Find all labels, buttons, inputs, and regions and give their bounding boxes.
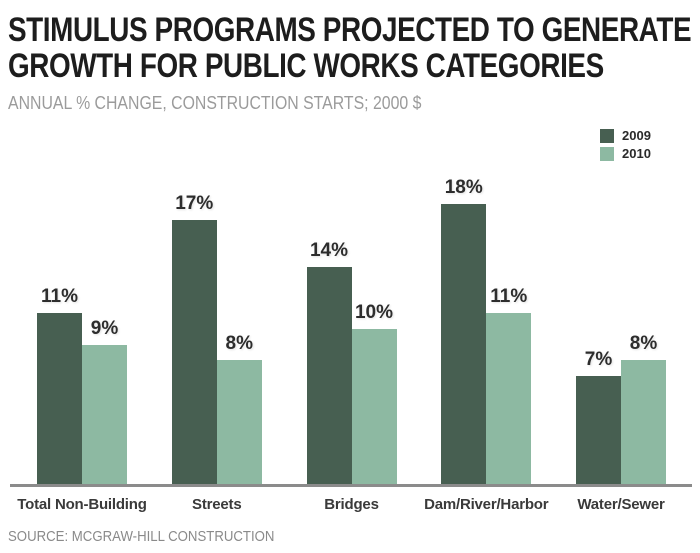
bar-2010-water-sewer bbox=[621, 360, 666, 485]
bar-2009-dam-river-harbor bbox=[441, 204, 487, 485]
legend-swatch-2009 bbox=[600, 129, 614, 143]
title-line-2: GROWTH FOR PUBLIC WORKS CATEGORIES bbox=[8, 47, 604, 85]
value-label-2009-streets: 17% bbox=[175, 193, 214, 214]
legend-item-2009: 2009 bbox=[600, 129, 651, 143]
x-axis-baseline bbox=[10, 484, 692, 487]
bar-2009-bridges bbox=[306, 267, 352, 485]
source-credit: SOURCE: MCGRAW-HILL CONSTRUCTION bbox=[8, 528, 275, 545]
legend-item-2010: 2010 bbox=[600, 147, 651, 161]
bar-2009-streets bbox=[171, 220, 217, 485]
category-label-water-sewer: Water/Sewer bbox=[577, 496, 665, 513]
chart-subtitle: ANNUAL % CHANGE, CONSTRUCTION STARTS; 20… bbox=[8, 93, 422, 113]
value-label-2009-dam-river-harbor: 18% bbox=[444, 177, 483, 198]
legend-label-2009: 2009 bbox=[622, 128, 651, 143]
value-label-2010-water-sewer: 8% bbox=[629, 333, 658, 354]
bar-2010-streets bbox=[216, 360, 262, 485]
value-label-2009-bridges: 14% bbox=[309, 240, 349, 261]
value-label-2010-dam-river-harbor: 11% bbox=[490, 286, 528, 307]
page-title: STIMULUS PROGRAMS PROJECTED TO GENERATE … bbox=[8, 12, 700, 84]
bar-2009-water-sewer bbox=[576, 376, 621, 485]
bar-2010-dam-river-harbor bbox=[486, 313, 532, 485]
category-label-total-non-building: Total Non-Building bbox=[17, 496, 147, 513]
value-label-2009-water-sewer: 7% bbox=[584, 349, 613, 370]
category-label-streets: Streets bbox=[192, 496, 242, 513]
legend-label-2010: 2010 bbox=[622, 146, 651, 161]
value-label-2010-total-non-building: 9% bbox=[90, 318, 119, 339]
bar-2010-total-non-building bbox=[82, 345, 127, 485]
title-line-1: STIMULUS PROGRAMS PROJECTED TO GENERATE bbox=[8, 11, 692, 49]
legend-swatch-2010 bbox=[600, 147, 614, 161]
legend: 2009 2010 bbox=[600, 129, 651, 165]
bar-2010-bridges bbox=[351, 329, 397, 485]
value-label-2010-streets: 8% bbox=[225, 333, 253, 354]
category-label-dam-river-harbor: Dam/River/Harbor bbox=[424, 496, 549, 513]
value-label-2009-total-non-building: 11% bbox=[41, 286, 78, 307]
category-label-bridges: Bridges bbox=[324, 496, 379, 513]
bar-2009-total-non-building bbox=[37, 313, 82, 485]
value-label-2010-bridges: 10% bbox=[354, 302, 394, 323]
